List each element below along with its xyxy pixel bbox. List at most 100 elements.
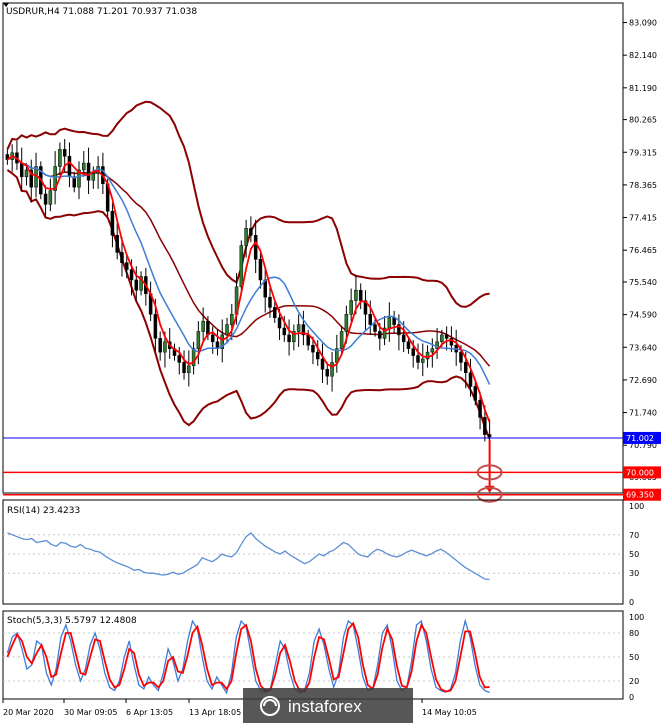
- candle-body: [72, 176, 76, 188]
- candle-body: [344, 314, 349, 332]
- rsi-grid: 100 70 50 30 0: [3, 502, 644, 607]
- price-axis-label: 79.315: [629, 148, 657, 157]
- candle-body: [134, 279, 139, 291]
- bollinger-upper: [6, 100, 490, 308]
- candle-body: [91, 173, 96, 181]
- candle-body: [230, 314, 234, 325]
- candle-body: [53, 166, 57, 191]
- candle-body: [158, 338, 162, 353]
- support-label: 69.350: [626, 491, 654, 500]
- price-axis-label: 82.140: [629, 51, 657, 60]
- time-axis-label: 13 Apr 18:05: [189, 708, 241, 717]
- watermark: instaforex: [243, 688, 413, 723]
- candle-body: [382, 327, 387, 339]
- support-label: 70.000: [626, 468, 654, 477]
- watermark-background: [243, 688, 413, 723]
- price-axis-label: 73.640: [629, 343, 657, 352]
- stoch-k-series: [6, 618, 490, 695]
- rsi-axis-label: 0: [629, 598, 634, 607]
- stoch-axis-label: 0: [629, 693, 634, 702]
- current-price-label: 71.002: [626, 434, 654, 443]
- rsi-series: [7, 532, 490, 581]
- price-panel-frame: [2, 2, 624, 494]
- price-axis: 83.090 82.140 81.190 80.265 79.315 78.365 77.4…: [623, 19, 657, 482]
- price-candles: [5, 139, 492, 451]
- ma-fast-line: [6, 155, 491, 423]
- candle-body: [62, 149, 67, 157]
- candle-body: [282, 327, 287, 336]
- target-circle-icon: [476, 486, 503, 503]
- time-axis-label: 30 Mar 09:05: [64, 708, 117, 717]
- candle-body: [153, 314, 158, 339]
- candle-body: [77, 169, 81, 188]
- candle-body: [330, 362, 334, 377]
- candle-body: [387, 317, 392, 329]
- candle-body: [411, 348, 415, 356]
- candle-body: [163, 341, 167, 353]
- price-axis-label: 75.540: [629, 278, 657, 287]
- candle-body: [258, 259, 263, 281]
- candle-body: [86, 162, 91, 181]
- candle-body: [296, 324, 301, 332]
- candle-body: [225, 324, 229, 336]
- watermark-logo-icon: [260, 696, 280, 716]
- rsi-title: RSI(14) 23.4233: [7, 506, 80, 516]
- candle-body: [277, 317, 282, 329]
- candle-body: [29, 169, 34, 188]
- candle-body: [349, 300, 353, 315]
- stoch-axis-label: 50: [629, 653, 639, 662]
- candle-body: [397, 324, 401, 336]
- candle-body: [115, 235, 119, 253]
- rsi-axis-label: 70: [629, 531, 639, 540]
- moving-averages: [6, 155, 491, 423]
- candle-body: [430, 348, 435, 353]
- time-axis-label: 6 Apr 13:05: [126, 708, 173, 717]
- candle-body: [444, 334, 449, 339]
- candle-body: [24, 169, 29, 178]
- price-levels: 71.002 70.000 69.350: [3, 431, 661, 503]
- candle-body: [125, 262, 129, 270]
- candle-body: [110, 210, 115, 236]
- price-axis-label: 80.265: [629, 116, 657, 125]
- current-price-tag: [623, 431, 661, 444]
- candle-body: [139, 276, 143, 291]
- price-axis-label: 81.190: [629, 84, 657, 93]
- candle-body: [201, 320, 205, 332]
- candle-body: [463, 362, 468, 373]
- rsi-axis-label: 30: [629, 569, 639, 578]
- candle-body: [210, 334, 215, 343]
- candle-body: [354, 289, 358, 301]
- rsi-axis-label: 50: [629, 550, 639, 559]
- stoch-axis-label: 20: [629, 677, 639, 686]
- menu-triangle-icon[interactable]: [3, 3, 9, 7]
- candle-body: [425, 351, 430, 360]
- price-axis-label: 83.090: [629, 19, 657, 28]
- candle-body: [416, 355, 420, 363]
- price-axis-label: 70.790: [629, 441, 657, 450]
- candle-body: [483, 417, 487, 435]
- candle-body: [244, 228, 248, 246]
- candle-body: [129, 269, 134, 281]
- candle-body: [58, 149, 62, 167]
- price-axis-label: 74.590: [629, 311, 657, 320]
- support-tag: [623, 466, 661, 479]
- candle-body: [177, 355, 182, 363]
- candle-body: [5, 154, 10, 160]
- time-axis-label: 20 Mar 2020: [3, 708, 54, 717]
- bollinger-lower: [6, 169, 491, 440]
- candle-body: [287, 334, 291, 343]
- candle-body: [401, 334, 406, 343]
- price-axis-label: 76.465: [629, 246, 657, 255]
- stoch-axis-label: 100: [629, 613, 644, 622]
- candle-body: [120, 252, 124, 263]
- candle-body: [421, 358, 425, 363]
- candle-body: [339, 331, 344, 349]
- candle-body: [48, 190, 53, 205]
- watermark-text: instaforex: [288, 697, 362, 716]
- target-circle-icon: [476, 464, 503, 481]
- price-axis-label: 71.740: [629, 409, 657, 418]
- candle-body: [373, 324, 377, 332]
- stoch-axis-label: 80: [629, 629, 639, 638]
- stoch-title: Stoch(5,3,3) 5.5797 12.4808: [7, 616, 137, 626]
